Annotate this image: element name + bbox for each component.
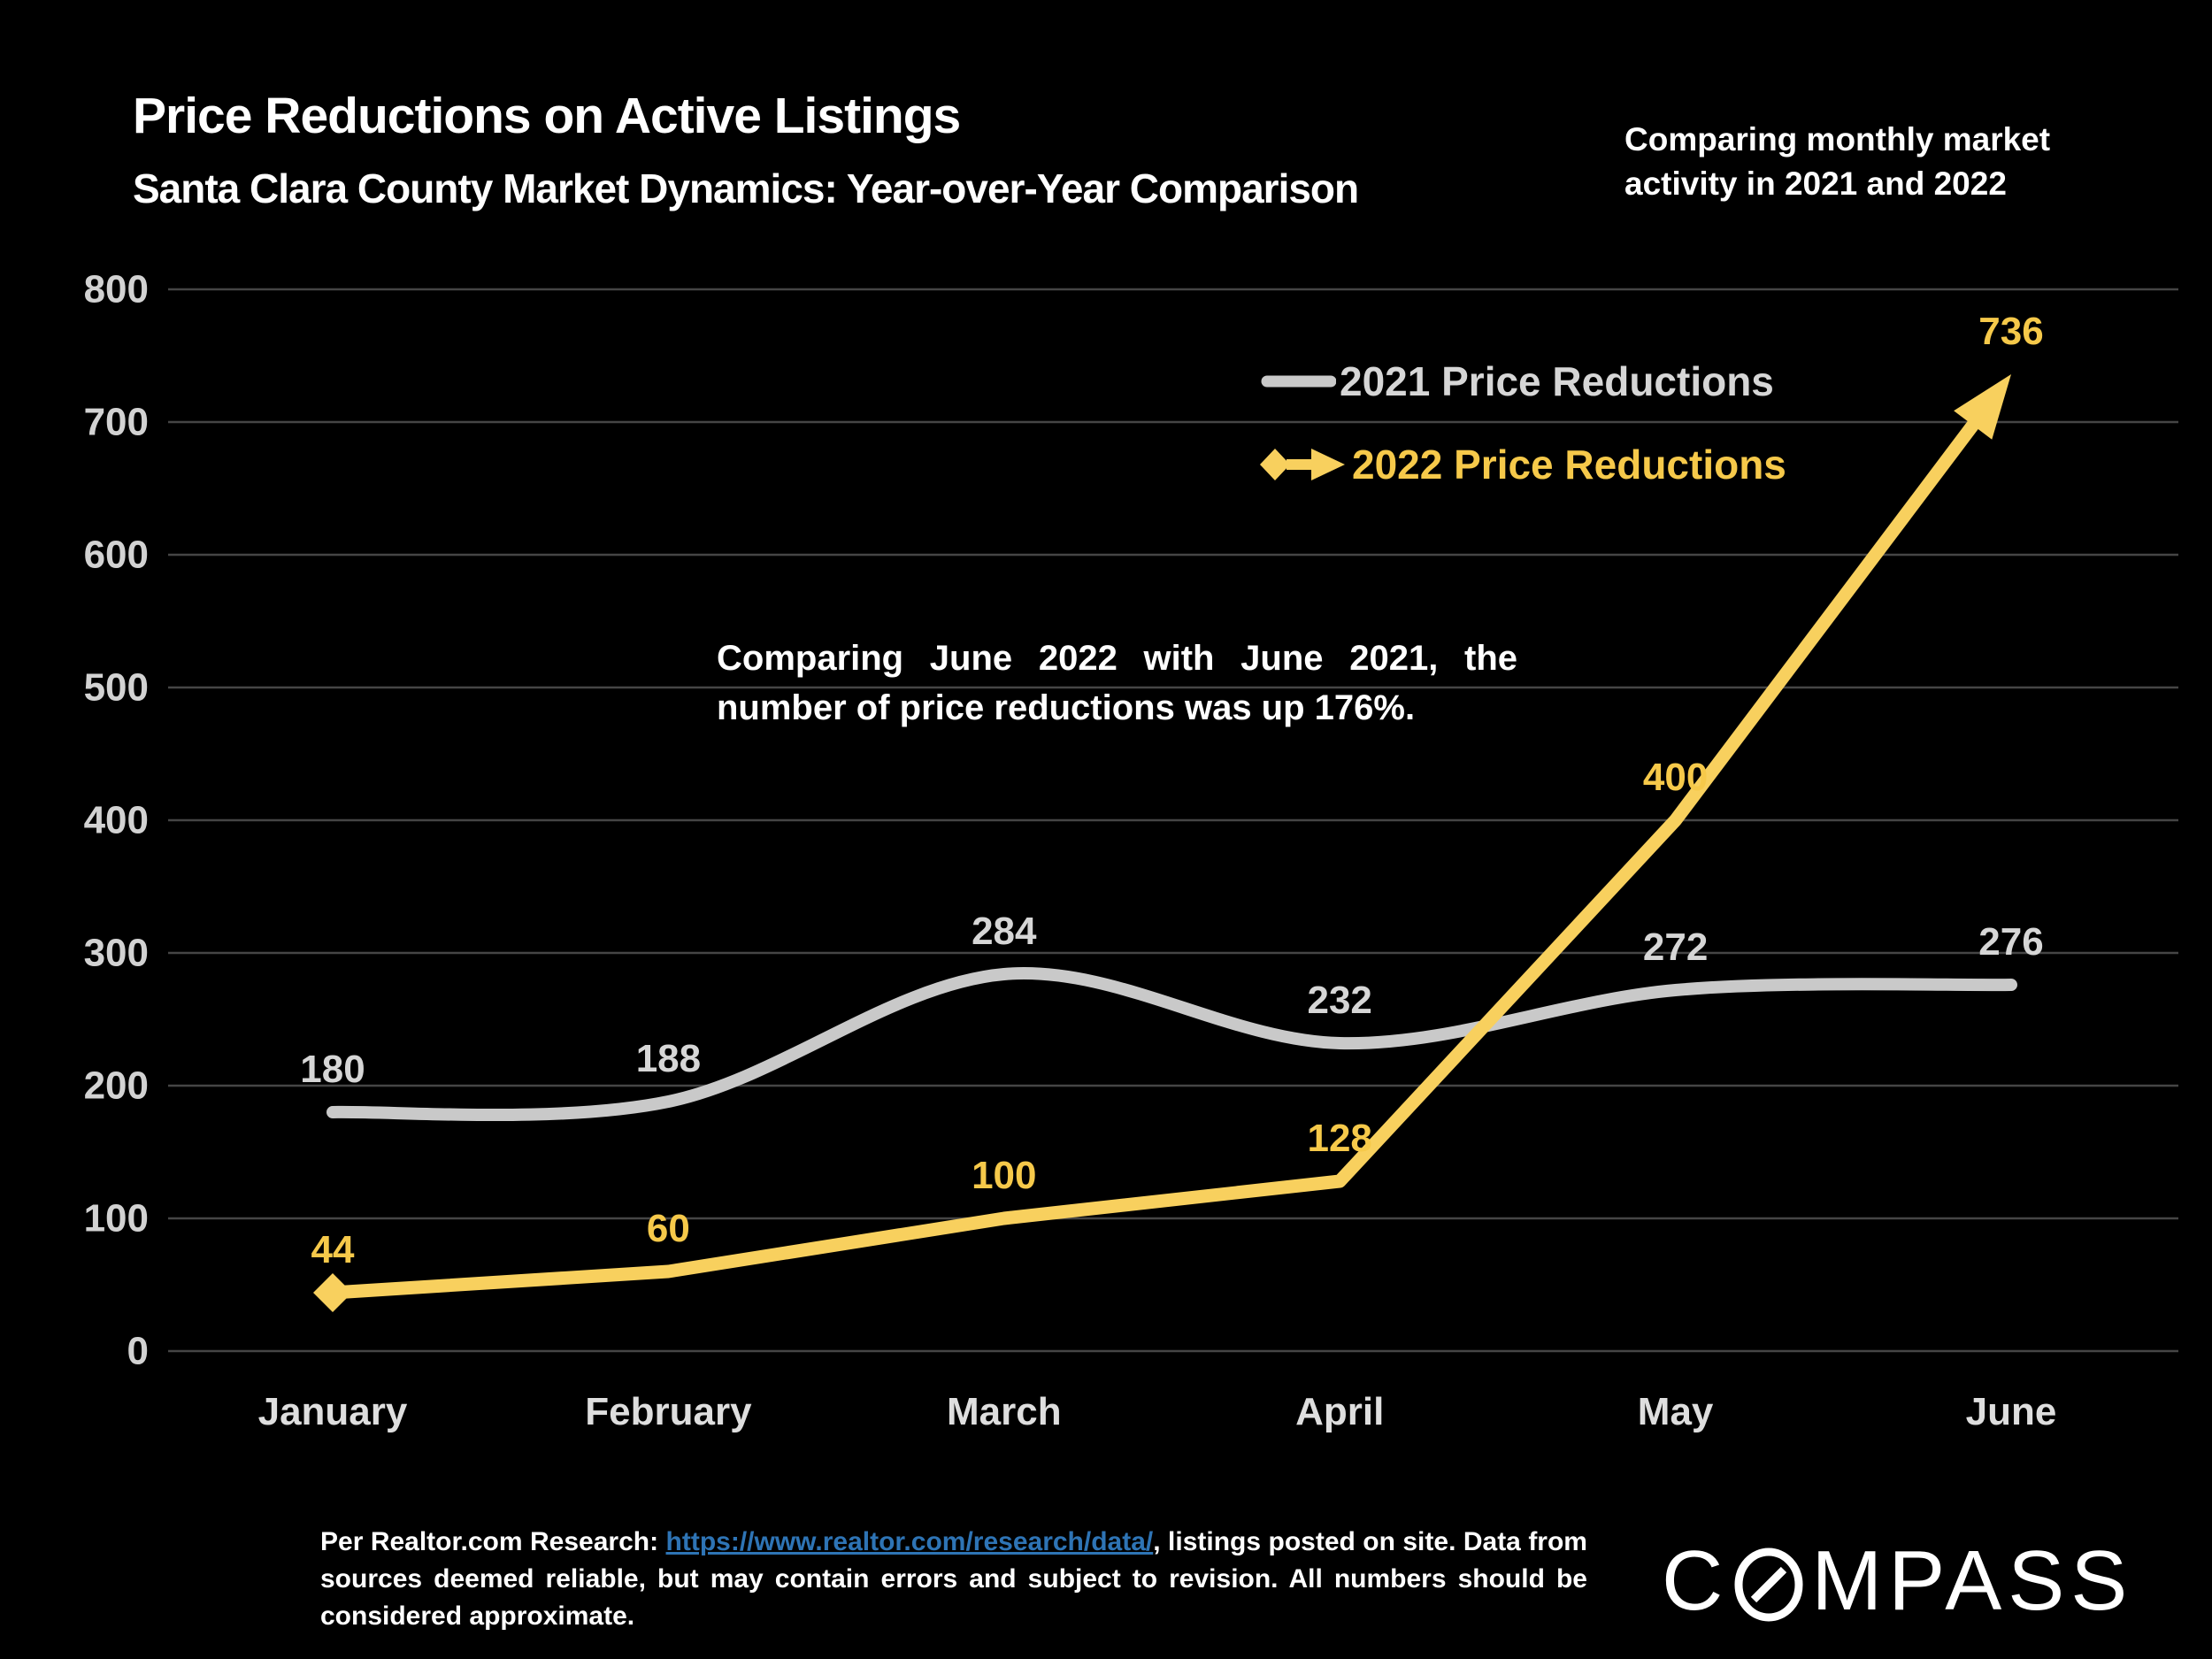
compass-logo: C MPASS [1662, 1532, 2133, 1630]
chart-annotation: Comparing June 2022 with June 2021, the … [717, 639, 1517, 727]
svg-text:April: April [1295, 1390, 1384, 1433]
diamond-arrow-marker-icon [1260, 449, 1345, 480]
svg-text:January: January [258, 1390, 408, 1433]
legend-label-2022: 2022 Price Reductions [1352, 442, 1786, 488]
header-note: Comparing monthly market activity in 202… [1624, 121, 2051, 202]
svg-text:272: 272 [1643, 926, 1708, 969]
svg-text:400: 400 [1643, 756, 1708, 799]
svg-text:600: 600 [84, 534, 149, 577]
svg-text:February: February [585, 1390, 752, 1433]
legend-label-2021: 2021 Price Reductions [1340, 358, 1774, 404]
svg-text:180: 180 [300, 1048, 365, 1091]
svg-text:800: 800 [84, 268, 149, 311]
legend-item-2021: 2021 Price Reductions [1260, 347, 1786, 416]
compass-needle-o-icon [1734, 1548, 1803, 1622]
page-subtitle: Santa Clara County Market Dynamics: Year… [133, 165, 1359, 211]
svg-text:276: 276 [1978, 920, 2043, 964]
svg-text:500: 500 [84, 666, 149, 710]
footer-disclaimer: Per Realtor.com Research: https://www.re… [320, 1524, 1587, 1635]
svg-text:100: 100 [84, 1197, 149, 1240]
svg-text:0: 0 [127, 1330, 149, 1373]
svg-text:400: 400 [84, 799, 149, 842]
footer-text-prefix: Per Realtor.com Research: [320, 1527, 666, 1556]
svg-text:44: 44 [311, 1228, 355, 1271]
svg-text:188: 188 [636, 1037, 701, 1080]
svg-text:60: 60 [647, 1207, 690, 1250]
footer-link[interactable]: https://www.realtor.com/research/data/ [665, 1527, 1154, 1556]
legend-item-2022: 2022 Price Reductions [1260, 430, 1786, 499]
page-title: Price Reductions on Active Listings [133, 88, 961, 144]
svg-text:700: 700 [84, 401, 149, 444]
svg-text:736: 736 [1978, 310, 2043, 353]
svg-text:200: 200 [84, 1064, 149, 1108]
footer-text-suffix: , listings posted on site. Data from sou… [320, 1527, 1587, 1631]
svg-text:284: 284 [972, 910, 1037, 953]
svg-text:232: 232 [1307, 979, 1371, 1022]
logo-letter-c: C [1662, 1533, 1730, 1628]
line-marker-icon [1261, 375, 1336, 388]
svg-text:March: March [947, 1390, 1062, 1433]
svg-text:May: May [1638, 1390, 1714, 1433]
svg-text:100: 100 [972, 1154, 1036, 1197]
svg-text:300: 300 [84, 932, 149, 975]
logo-letters-mpass: MPASS [1811, 1533, 2134, 1628]
svg-text:128: 128 [1307, 1117, 1371, 1160]
chart-legend: 2021 Price Reductions 2022 Price Reducti… [1260, 347, 1786, 513]
svg-text:June: June [1966, 1390, 2057, 1433]
